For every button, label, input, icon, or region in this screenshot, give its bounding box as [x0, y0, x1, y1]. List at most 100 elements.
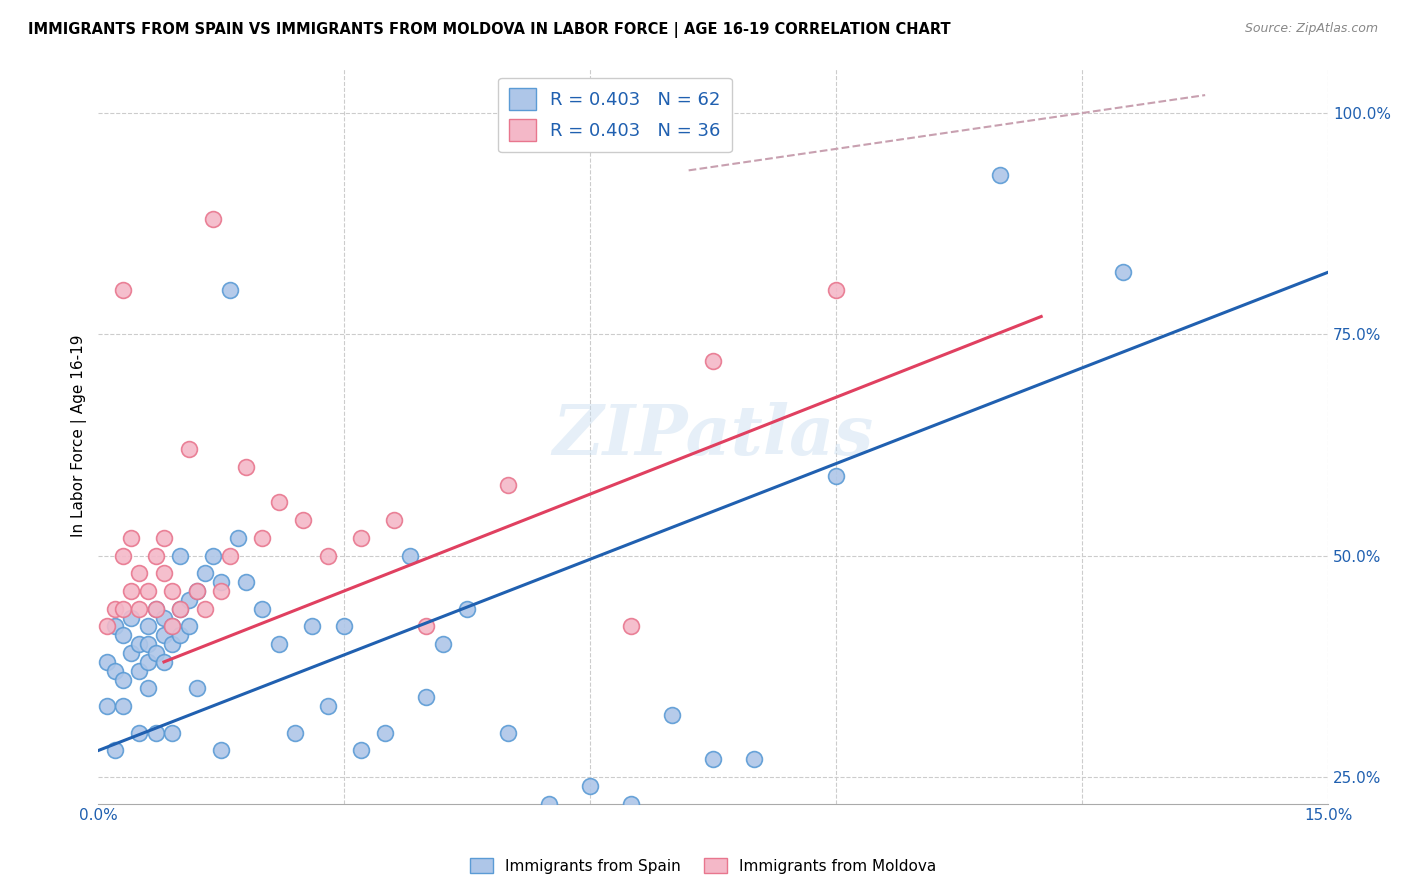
Point: [96, 655, 118, 669]
Point: [415, 619, 437, 633]
Point: [177, 593, 200, 607]
Point: [160, 584, 183, 599]
Y-axis label: In Labor Force | Age 16-19: In Labor Force | Age 16-19: [72, 334, 87, 537]
Point: [825, 283, 848, 297]
Point: [128, 566, 150, 581]
Point: [153, 531, 176, 545]
Point: [145, 601, 167, 615]
Point: [186, 584, 208, 599]
Point: [96, 619, 118, 633]
Point: [111, 549, 134, 563]
Point: [128, 601, 150, 615]
Point: [177, 619, 200, 633]
Point: [153, 655, 176, 669]
Point: [136, 637, 159, 651]
Point: [104, 601, 127, 615]
Point: [153, 628, 176, 642]
Point: [218, 283, 240, 297]
Point: [235, 460, 257, 475]
Point: [988, 168, 1011, 182]
Point: [128, 637, 150, 651]
Point: [186, 584, 208, 599]
Point: [267, 495, 290, 509]
Legend: Immigrants from Spain, Immigrants from Moldova: Immigrants from Spain, Immigrants from M…: [464, 852, 942, 880]
Point: [620, 619, 643, 633]
Point: [128, 664, 150, 678]
Point: [702, 752, 724, 766]
Legend: R = 0.403   N = 62, R = 0.403   N = 36: R = 0.403 N = 62, R = 0.403 N = 36: [498, 78, 731, 153]
Point: [579, 779, 602, 793]
Point: [194, 601, 217, 615]
Point: [267, 637, 290, 651]
Point: [104, 619, 127, 633]
Point: [145, 725, 167, 739]
Point: [301, 619, 323, 633]
Point: [456, 601, 478, 615]
Point: [120, 531, 142, 545]
Point: [145, 549, 167, 563]
Point: [292, 513, 315, 527]
Point: [136, 681, 159, 696]
Point: [350, 531, 373, 545]
Point: [194, 566, 217, 581]
Point: [104, 743, 127, 757]
Point: [235, 575, 257, 590]
Point: [374, 725, 396, 739]
Point: [120, 646, 142, 660]
Point: [111, 601, 134, 615]
Point: [498, 477, 520, 491]
Point: [169, 549, 191, 563]
Point: [145, 601, 167, 615]
Point: [252, 531, 274, 545]
Point: [120, 584, 142, 599]
Point: [120, 610, 142, 624]
Text: ZIPatlas: ZIPatlas: [553, 402, 875, 470]
Point: [136, 655, 159, 669]
Point: [169, 601, 191, 615]
Point: [498, 725, 520, 739]
Point: [218, 549, 240, 563]
Point: [350, 743, 373, 757]
Point: [177, 442, 200, 457]
Point: [209, 575, 232, 590]
Point: [252, 601, 274, 615]
Point: [538, 797, 561, 811]
Point: [226, 531, 249, 545]
Point: [160, 725, 183, 739]
Point: [111, 699, 134, 714]
Point: [209, 743, 232, 757]
Point: [742, 752, 765, 766]
Point: [382, 513, 405, 527]
Point: [104, 664, 127, 678]
Point: [136, 584, 159, 599]
Point: [702, 353, 724, 368]
Text: IMMIGRANTS FROM SPAIN VS IMMIGRANTS FROM MOLDOVA IN LABOR FORCE | AGE 16-19 CORR: IMMIGRANTS FROM SPAIN VS IMMIGRANTS FROM…: [28, 22, 950, 38]
Point: [209, 584, 232, 599]
Point: [153, 566, 176, 581]
Point: [160, 619, 183, 633]
Text: Source: ZipAtlas.com: Source: ZipAtlas.com: [1244, 22, 1378, 36]
Point: [415, 690, 437, 705]
Point: [399, 549, 422, 563]
Point: [169, 628, 191, 642]
Point: [661, 708, 683, 723]
Point: [284, 725, 307, 739]
Point: [169, 601, 191, 615]
Point: [145, 646, 167, 660]
Point: [432, 637, 454, 651]
Point: [620, 797, 643, 811]
Point: [202, 212, 225, 227]
Point: [128, 725, 150, 739]
Point: [96, 699, 118, 714]
Point: [1112, 265, 1135, 279]
Point: [316, 549, 339, 563]
Point: [111, 283, 134, 297]
Point: [333, 619, 356, 633]
Point: [136, 619, 159, 633]
Point: [160, 637, 183, 651]
Point: [202, 549, 225, 563]
Point: [825, 469, 848, 483]
Point: [153, 610, 176, 624]
Point: [316, 699, 339, 714]
Point: [111, 673, 134, 687]
